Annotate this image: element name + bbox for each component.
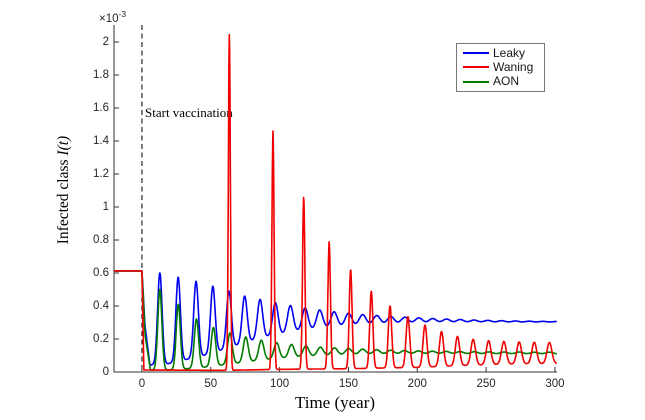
legend-entry-leaky: Leaky — [457, 46, 544, 60]
legend-entry-aon: AON — [457, 75, 544, 89]
x-axis-label: Time (year) — [294, 393, 376, 412]
x-tick-label: 200 — [407, 378, 427, 390]
scale-prefix: ×10 — [99, 12, 119, 25]
start-vaccination-annotation: Start vaccination — [145, 105, 233, 120]
legend-line-sample — [463, 80, 489, 83]
y-tick-label: 0 — [102, 366, 109, 378]
y-tick-label: 1 — [102, 200, 109, 213]
legend-line-sample — [463, 66, 489, 69]
legend-label: Leaky — [493, 45, 526, 60]
x-tick-label: 150 — [338, 378, 359, 390]
y-tick-label: 0.4 — [93, 299, 109, 312]
x-tick-label: 50 — [204, 378, 218, 390]
legend-label: AON — [493, 74, 520, 89]
x-tick-label: 0 — [138, 378, 146, 390]
legend-entry-waning: Waning — [457, 60, 544, 74]
legend-box: Leaky Waning AON — [456, 43, 545, 92]
legend-label: Waning — [493, 59, 534, 74]
y-tick-label: 1.4 — [93, 134, 109, 147]
x-tick-label: 300 — [545, 378, 565, 390]
y-tick-label: 1.8 — [93, 68, 109, 81]
scale-exponent: -3 — [118, 9, 127, 19]
y-tick-label: 1.6 — [93, 101, 109, 114]
aon-curve — [114, 270, 557, 371]
y-tick-label: 2 — [102, 35, 109, 48]
y-tick-label: 0.8 — [93, 233, 109, 246]
leaky-curve — [114, 270, 557, 366]
x-tick-label: 100 — [270, 378, 290, 390]
y-tick-label: 1.2 — [93, 167, 109, 180]
waning-curve — [114, 33, 557, 372]
x-tick-label: 250 — [476, 378, 496, 390]
y-axis-scale-label: ×10-3 — [99, 9, 126, 25]
legend-line-sample — [463, 52, 489, 55]
y-tick-label: 0.2 — [93, 332, 109, 345]
y-tick-label: 0.6 — [93, 266, 109, 279]
